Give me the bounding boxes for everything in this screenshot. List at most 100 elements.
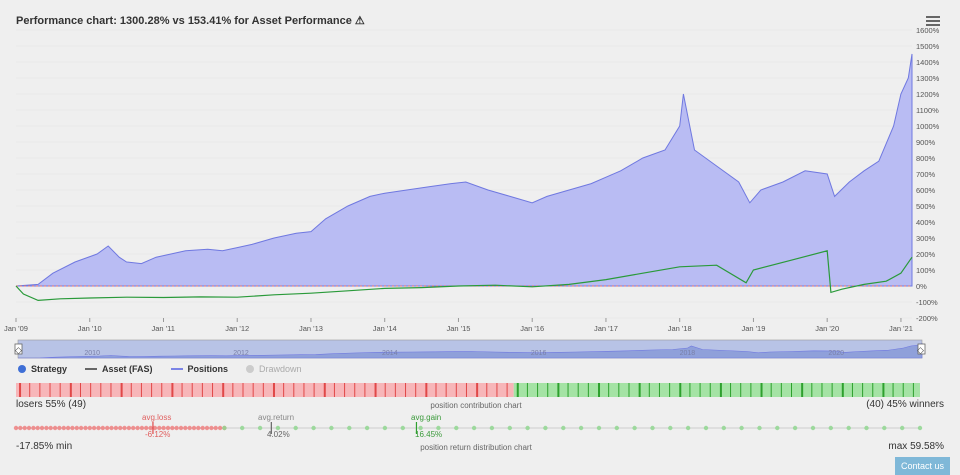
y-tick-label: 200% xyxy=(916,250,936,259)
navigator-right-handle[interactable]: ◇ xyxy=(917,343,926,355)
legend-item-strategy[interactable]: Strategy xyxy=(18,364,67,374)
loser-position-mark xyxy=(90,383,92,397)
loss-point xyxy=(118,425,123,431)
loser-position-mark xyxy=(181,383,183,397)
winner-position-mark xyxy=(892,383,894,397)
gain-point xyxy=(792,425,798,431)
chart-legend: Strategy Asset (FAS) Positions Drawdown xyxy=(18,364,302,374)
y-tick-label: 600% xyxy=(916,186,936,195)
loser-position-mark xyxy=(130,383,132,397)
legend-item-positions[interactable]: Positions xyxy=(170,364,228,374)
loss-point xyxy=(196,425,201,431)
chart-title-text: Performance chart: 1300.28% vs 153.41% f… xyxy=(16,15,352,27)
winner-position-mark xyxy=(719,383,722,397)
loss-point xyxy=(57,425,62,431)
loser-position-mark xyxy=(384,383,386,397)
gain-point xyxy=(721,425,726,431)
winner-position-mark xyxy=(587,383,589,397)
gain-point xyxy=(347,425,352,431)
max-label: max 59.58% xyxy=(888,441,944,452)
loss-point xyxy=(191,425,197,431)
loss-point xyxy=(61,425,66,431)
winner-position-mark xyxy=(689,383,691,397)
winner-position-mark xyxy=(526,383,528,397)
gain-point xyxy=(810,425,816,431)
contact-us-button[interactable]: Contact us xyxy=(894,457,950,475)
loss-point xyxy=(13,425,19,431)
winner-position-mark xyxy=(628,383,630,397)
gain-point xyxy=(757,425,762,431)
loss-point xyxy=(170,425,175,431)
range-navigator[interactable]: 2010 2012 2014 2016 2018 2020 ◇ ◇ xyxy=(0,339,960,361)
gain-point xyxy=(668,425,673,431)
gain-point xyxy=(471,425,477,431)
avg-return-label: avg.return xyxy=(258,413,294,422)
gain-point xyxy=(275,425,281,431)
winner-position-mark xyxy=(831,383,833,397)
gain-point xyxy=(454,425,459,431)
loser-position-mark xyxy=(344,383,346,397)
winner-position-mark xyxy=(658,383,660,397)
avg-loss-value: -6.12% xyxy=(145,430,170,439)
position-contribution-bar xyxy=(16,383,920,397)
y-tick-label: 500% xyxy=(916,202,936,211)
loser-position-mark xyxy=(506,383,508,397)
avg-gain-label: avg.gain xyxy=(411,413,441,422)
winner-position-mark xyxy=(537,383,539,397)
asset-legend-icon xyxy=(85,368,98,370)
navigator-series xyxy=(17,343,923,359)
winner-position-mark xyxy=(760,383,763,397)
y-tick-label: 400% xyxy=(916,218,936,227)
warning-icon: ⚠ xyxy=(354,15,365,27)
gain-point xyxy=(222,425,227,431)
legend-item-asset[interactable]: Asset (FAS) xyxy=(85,364,153,374)
legend-item-drawdown[interactable]: Drawdown xyxy=(246,364,302,374)
winner-position-mark xyxy=(648,383,650,397)
winner-position-mark xyxy=(557,383,560,397)
loser-position-mark xyxy=(110,383,112,397)
loss-point xyxy=(122,425,127,431)
y-tick-label: -200% xyxy=(916,314,938,323)
loser-position-mark xyxy=(435,383,437,397)
loss-point xyxy=(96,425,101,431)
svg-text:◇: ◇ xyxy=(917,345,924,355)
positions-legend-icon xyxy=(170,368,183,370)
strategy-legend-icon xyxy=(18,365,26,373)
navigator-left-handle[interactable]: ◇ xyxy=(14,343,23,355)
loss-point xyxy=(105,425,110,431)
winners-label: (40) 45% winners xyxy=(866,399,944,410)
distribution-points xyxy=(13,422,923,434)
gain-point xyxy=(418,425,423,431)
gain-point xyxy=(400,425,405,431)
chart-menu-icon[interactable] xyxy=(926,14,940,26)
x-tick-label: Jan '18 xyxy=(668,324,692,333)
loss-point xyxy=(217,425,223,431)
chart-title: Performance chart: 1300.28% vs 153.41% f… xyxy=(16,14,365,27)
winner-position-mark xyxy=(801,383,804,397)
loser-position-mark xyxy=(262,383,264,397)
contribution-caption: position contribution chart xyxy=(430,401,522,410)
gain-point xyxy=(775,425,780,431)
loss-point xyxy=(113,425,119,431)
return-distribution-chart: avg.loss -6.12% avg.return 4.02% avg.gai… xyxy=(13,413,923,439)
loss-point xyxy=(152,425,158,431)
min-label: -17.85% min xyxy=(16,441,73,452)
winners-segment xyxy=(513,383,920,397)
y-axis-labels: -200% -100% 0% 100% 200% 300% 400% 500% 600% 700%… xyxy=(916,26,940,323)
loser-position-mark xyxy=(232,383,234,397)
winner-position-mark xyxy=(577,383,579,397)
y-tick-label: -100% xyxy=(916,298,938,307)
winner-position-mark xyxy=(912,383,914,397)
winner-position-mark xyxy=(780,383,782,397)
loser-position-mark xyxy=(242,383,244,397)
gain-point xyxy=(311,425,316,431)
avg-loss-label: avg.loss xyxy=(142,413,171,422)
loss-point xyxy=(65,425,71,431)
gain-point xyxy=(543,425,548,431)
loser-position-mark xyxy=(374,383,377,397)
loss-point xyxy=(213,425,218,431)
avg-return-value: 4.02% xyxy=(267,430,290,439)
loser-position-mark xyxy=(212,383,214,397)
x-tick-label: Jan '14 xyxy=(373,324,397,333)
winner-position-mark xyxy=(618,383,620,397)
